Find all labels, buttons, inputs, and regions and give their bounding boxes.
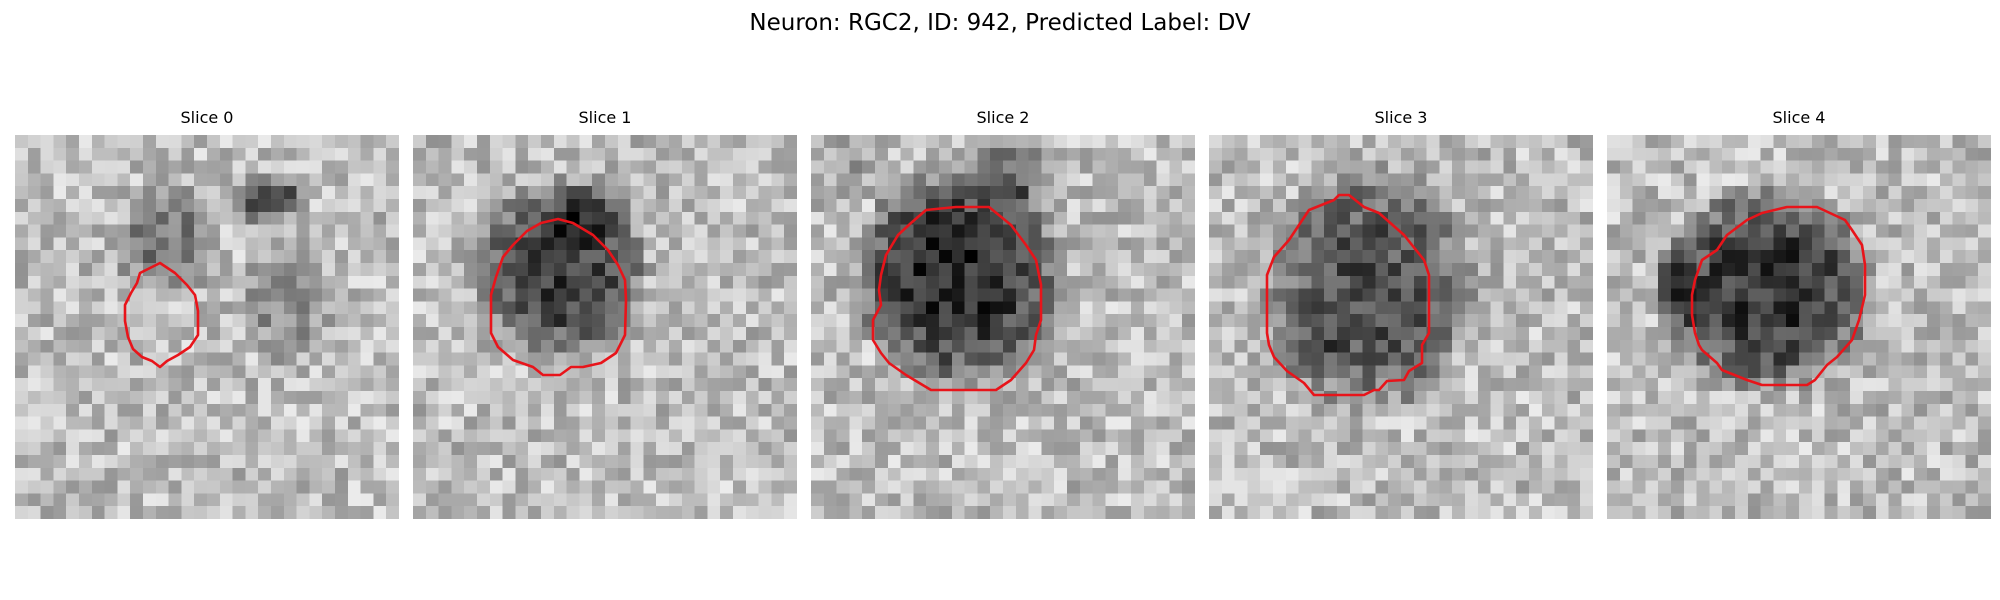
cell-contour-2 [871, 205, 1043, 392]
contour-overlay-3 [1265, 193, 1431, 397]
grayscale-image-2 [811, 135, 1195, 519]
grayscale-image-3 [1209, 135, 1593, 519]
grayscale-image-4 [1607, 135, 1991, 519]
contour-overlay-2 [871, 205, 1043, 392]
slice-title-4: Slice 4 [1772, 108, 1826, 127]
cell-contour-4 [1690, 205, 1867, 387]
cell-contour-0 [123, 261, 200, 369]
slice-title-0: Slice 0 [180, 108, 234, 127]
grayscale-image-0 [15, 135, 399, 519]
cell-contour-3 [1265, 193, 1431, 397]
slice-image-3 [1209, 135, 1593, 519]
slice-image-0 [15, 135, 399, 519]
slice-panel-3: Slice 3 [1209, 108, 1593, 519]
contour-overlay-1 [489, 217, 628, 377]
slice-image-1 [413, 135, 797, 519]
slice-title-2: Slice 2 [976, 108, 1030, 127]
contour-overlay-4 [1690, 205, 1867, 387]
contour-overlay-0 [123, 261, 200, 369]
slice-image-2 [811, 135, 1195, 519]
slice-panel-0: Slice 0 [15, 108, 399, 519]
grayscale-image-1 [413, 135, 797, 519]
slice-image-4 [1607, 135, 1991, 519]
slice-panel-4: Slice 4 [1607, 108, 1991, 519]
slice-panel-2: Slice 2 [811, 108, 1195, 519]
slice-title-3: Slice 3 [1374, 108, 1428, 127]
slice-panel-1: Slice 1 [413, 108, 797, 519]
cell-contour-1 [489, 217, 628, 377]
slice-title-1: Slice 1 [578, 108, 632, 127]
figure-title: Neuron: RGC2, ID: 942, Predicted Label: … [749, 10, 1251, 36]
